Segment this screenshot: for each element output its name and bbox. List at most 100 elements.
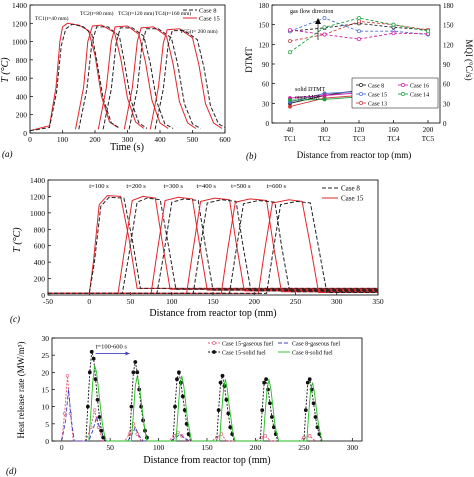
series-point-d <box>268 401 272 406</box>
legend-marker-d <box>212 341 216 345</box>
x-tick-label-d: 100 <box>153 443 165 452</box>
series-line-c <box>48 199 378 294</box>
series-line-c <box>48 198 378 294</box>
series-point-d <box>95 397 100 402</box>
series-point-b <box>357 29 361 34</box>
legend-box-b <box>351 77 439 109</box>
series-point-b <box>322 25 327 30</box>
legend-b: Case 8 Case 15 Case 13 Case 16 Case 14 <box>351 77 439 109</box>
y-tick-label-c: 1000 <box>30 209 45 218</box>
series-point-d <box>307 377 312 382</box>
series-point-b <box>426 29 430 34</box>
series-point-d <box>175 377 179 382</box>
x-tick-label-d: 200 <box>250 443 262 452</box>
series-point-d <box>264 377 268 382</box>
y-tick-label-a: 0 <box>23 129 27 138</box>
y-tick-label-d: 20 <box>42 368 50 377</box>
series-line-b <box>289 22 429 32</box>
series-line-a <box>154 30 226 130</box>
series-point-d <box>313 415 318 419</box>
legend-c: Case 8 Case 15 <box>322 185 364 203</box>
series-point-d <box>135 370 140 375</box>
y-axis-label-b: DTMT <box>244 47 254 73</box>
y-tick-label-b-right: 150 <box>443 22 454 30</box>
legend-d: Case 15-gaseous fuel Case 8-gaseous fuel C… <box>208 341 340 357</box>
series-point-b <box>322 32 327 37</box>
legend-marker-b <box>401 92 405 96</box>
annotation-a: TC1(t=40 mm) <box>35 15 69 22</box>
annotations-a: TC1(t=40 mm) TC2(t=80 mm) TC3(t=120 mm) TC4… <box>35 10 218 35</box>
series-line-a <box>102 27 174 130</box>
y-tick-label-d: 15 <box>42 386 50 395</box>
series-point-d <box>226 411 231 416</box>
y-tick-label-b: 30 <box>262 100 270 108</box>
ticks-a: 0 200 400 600 800 1000 1200 1400 0 100 200 300 400 50… <box>12 1 231 144</box>
series-line-d <box>85 351 324 442</box>
annotation-a: TC4(t=160 mm) <box>155 10 191 17</box>
x-axis-label-d: Distance from reactor top (mm) <box>143 455 270 466</box>
series-point-b <box>357 16 361 21</box>
annotation-c: t=100 s <box>89 183 109 190</box>
y-tick-label-a: 1000 <box>12 38 27 47</box>
y-tick-label-b: 180 <box>259 2 270 10</box>
series-point-d <box>311 401 316 406</box>
annotations-d: t=100-600 s <box>95 343 130 356</box>
series-point-b <box>322 93 327 98</box>
series-point-b <box>357 19 361 24</box>
series-line-a <box>75 24 145 130</box>
series-line-c <box>48 199 378 294</box>
panel-c: T (°C) Distance from reactor top (mm) (c… <box>10 176 384 324</box>
series-line-a <box>123 26 197 130</box>
annotation-a: TC2(t=80 mm) <box>80 10 114 17</box>
x-tick-label-b: 40 <box>287 126 295 134</box>
y-tick-label-d: 25 <box>42 351 50 360</box>
x-tick-label-b-tc: TC3 <box>353 135 366 143</box>
annotations-c: t=100 s t=200 s t=300 s t=400 s t=500 s t=600… <box>89 183 286 190</box>
legend-marker-b <box>359 83 363 87</box>
legend-marker-b <box>401 83 405 87</box>
y-tick-label-a: 800 <box>16 56 28 65</box>
y-tick-label-c: 200 <box>34 275 46 284</box>
x-tick-label-a: 300 <box>122 135 134 144</box>
x-tick-label-a: 0 <box>28 135 32 144</box>
x-tick-label-c: 350 <box>372 297 384 306</box>
y-tick-label-a: 200 <box>16 111 28 120</box>
legend-marker-d <box>212 350 216 354</box>
series-point-d <box>270 415 274 419</box>
series-line-d <box>61 389 190 442</box>
series-point-d <box>65 374 70 378</box>
y-tick-label-b: 120 <box>259 41 270 49</box>
series-point-d <box>131 370 136 375</box>
lines-c <box>48 195 378 294</box>
annotations-b: gas flow direction solid DTMT open MQI <box>290 8 333 101</box>
series-line-a <box>29 22 119 132</box>
series-line-c <box>48 195 378 294</box>
y-tick-label-a: 400 <box>16 92 28 101</box>
legend-label-d: Case 8-gaseous fuel <box>292 341 340 348</box>
y-axis-label-a: T (°C) <box>0 57 11 83</box>
y-tick-label-a: 1200 <box>12 19 27 28</box>
lines-a <box>29 22 226 132</box>
legend-label-a: Case 8 <box>199 8 217 15</box>
y-tick-label-b-right: 120 <box>443 41 454 49</box>
x-axis-label-c: Distance from reactor top (mm) <box>149 308 276 319</box>
x-tick-label-b-tc: TC5 <box>422 135 435 143</box>
y-tick-label-b: 60 <box>262 81 270 89</box>
y-tick-label-b-right: 30 <box>443 100 451 108</box>
series-point-b <box>288 27 292 32</box>
legend-label-b: Case 14 <box>410 93 429 99</box>
y-tick-label-b: 90 <box>262 61 270 69</box>
series-point-d <box>129 404 134 409</box>
legend-label-b: Case 8 <box>368 84 384 90</box>
annotation-c: t=600 s <box>267 183 287 190</box>
series-point-b <box>288 98 292 103</box>
series-point-d <box>92 408 97 412</box>
legend-marker-b <box>359 92 363 96</box>
x-tick-label-c: -50 <box>43 297 53 306</box>
x-axis-label-a: Time (s) <box>110 142 144 153</box>
series-line-c <box>48 196 378 294</box>
y-tick-label-d: 5 <box>45 420 49 429</box>
legend-label-d: Case 15-solid fuel <box>222 350 266 357</box>
